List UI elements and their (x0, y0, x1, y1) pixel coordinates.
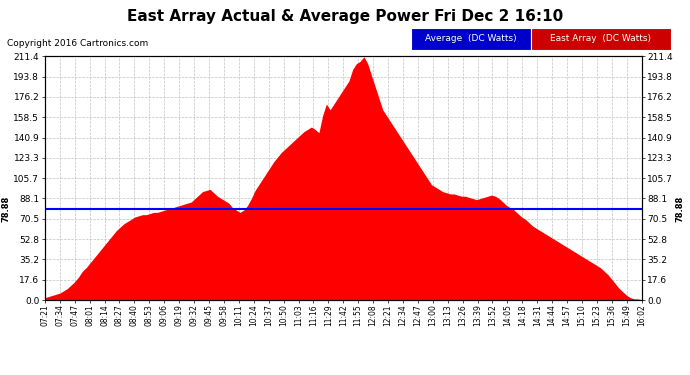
Text: 78.88: 78.88 (1, 196, 10, 222)
Text: Copyright 2016 Cartronics.com: Copyright 2016 Cartronics.com (7, 39, 148, 48)
Text: East Array  (DC Watts): East Array (DC Watts) (551, 34, 651, 43)
Text: East Array Actual & Average Power Fri Dec 2 16:10: East Array Actual & Average Power Fri De… (127, 9, 563, 24)
Text: Average  (DC Watts): Average (DC Watts) (425, 34, 517, 43)
Text: 78.88: 78.88 (676, 196, 685, 222)
